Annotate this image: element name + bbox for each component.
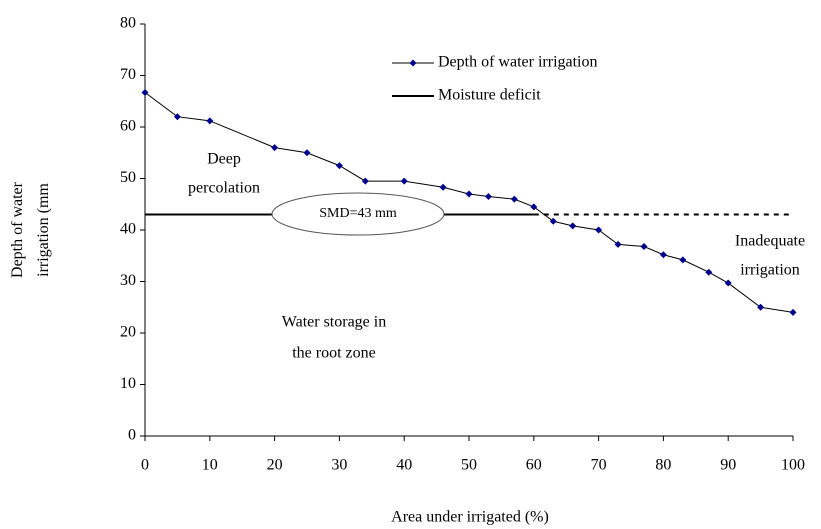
x-tick-label: 90: [720, 457, 736, 474]
y-tick-label: 10: [120, 375, 136, 392]
y-axis-label: Depth of water irrigation (mm: [9, 181, 52, 278]
y-tick-label: 70: [120, 66, 136, 83]
x-tick-label: 40: [396, 457, 412, 474]
annotation: Deep: [207, 151, 241, 168]
depth-marker: [173, 113, 181, 121]
depth-marker: [335, 162, 343, 170]
annotation: Water storage in: [282, 314, 386, 331]
annotation: SMD=43 mm: [319, 206, 397, 221]
annotation: Inadequate: [735, 233, 805, 250]
y-tick-label: 40: [120, 221, 136, 238]
depth-marker: [439, 183, 447, 191]
legend-label: Moisture deficit: [438, 87, 541, 104]
x-tick-label: 10: [202, 457, 218, 474]
depth-marker: [757, 303, 765, 311]
annotation: the root zone: [292, 345, 376, 362]
depth-marker: [549, 217, 557, 225]
depth-marker: [569, 222, 577, 230]
annotation: irrigation: [740, 262, 800, 279]
depth-marker: [271, 144, 279, 152]
x-tick-label: 0: [141, 457, 149, 474]
y-tick-label: 20: [120, 324, 136, 341]
legend-label: Depth of water irrigation: [438, 54, 598, 71]
depth-line: [144, 92, 794, 313]
depth-marker: [705, 268, 713, 276]
depth-marker: [679, 256, 687, 264]
depth-marker: [724, 279, 732, 287]
depth-marker: [303, 149, 311, 157]
annotation: percolation: [188, 180, 260, 197]
x-tick-label: 30: [331, 457, 347, 474]
depth-marker: [141, 88, 149, 96]
depth-marker: [530, 203, 538, 211]
y-tick-label: 50: [120, 169, 136, 186]
depth-marker: [659, 251, 667, 259]
y-axis-label-line: Depth of water: [9, 181, 26, 278]
x-tick-label: 70: [591, 457, 607, 474]
depth-marker: [465, 190, 473, 198]
depth-marker: [400, 177, 408, 185]
x-tick-label: 50: [461, 457, 477, 474]
depth-marker: [789, 308, 797, 316]
y-tick-label: 80: [120, 15, 136, 32]
depth-marker: [614, 240, 622, 248]
legend-marker: [409, 59, 417, 67]
depth-marker: [640, 242, 648, 250]
smd-ellipse: [271, 192, 445, 236]
depth-marker: [510, 195, 518, 203]
y-tick-label: 30: [120, 272, 136, 289]
y-axis-label-line: irrigation (mm: [35, 183, 52, 277]
depth-marker: [206, 117, 214, 125]
y-tick-label: 0: [128, 427, 136, 444]
depth-marker: [361, 177, 369, 185]
x-tick-label: 100: [781, 457, 805, 474]
x-axis-label: Area under irrigated (%): [391, 509, 549, 526]
x-tick-label: 80: [655, 457, 671, 474]
depth-marker: [484, 193, 492, 201]
x-tick-label: 20: [267, 457, 283, 474]
y-tick-label: 60: [120, 118, 136, 135]
x-tick-label: 60: [526, 457, 542, 474]
depth-marker: [595, 226, 603, 234]
